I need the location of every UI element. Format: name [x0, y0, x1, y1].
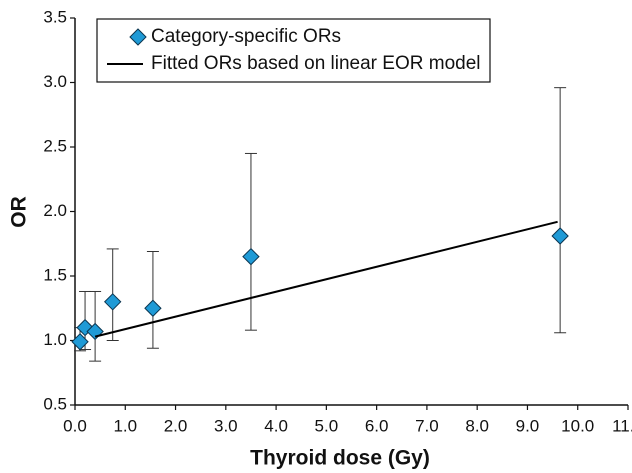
x-tick-label: 9.0 — [516, 416, 540, 435]
x-tick-label: 4.0 — [264, 416, 288, 435]
legend-label: Fitted ORs based on linear EOR model — [151, 53, 481, 74]
y-axis-label: OR — [8, 196, 31, 228]
x-tick-label: 11.0 — [612, 416, 632, 435]
x-tick-label: 2.0 — [164, 416, 188, 435]
x-tick-label: 8.0 — [465, 416, 489, 435]
y-tick-label: 0.5 — [43, 394, 67, 413]
data-point — [551, 227, 569, 245]
data-point — [144, 299, 162, 317]
legend-swatch — [129, 28, 147, 46]
legend-label: Category-specific ORs — [151, 26, 341, 47]
x-tick-label: 5.0 — [315, 416, 339, 435]
x-tick-label: 6.0 — [365, 416, 389, 435]
x-axis-label: Thyroid dose (Gy) — [250, 447, 430, 470]
data-point — [71, 333, 89, 351]
y-tick-label: 1.5 — [43, 265, 67, 284]
x-tick-label: 3.0 — [214, 416, 238, 435]
data-point — [103, 293, 122, 311]
x-tick-label: 10.0 — [561, 416, 594, 435]
y-tick-label: 1.0 — [43, 330, 67, 349]
legend-box — [96, 18, 491, 83]
data-point — [242, 247, 260, 266]
y-tick-label: 3.0 — [43, 72, 67, 91]
x-tick-label: 7.0 — [415, 416, 439, 435]
y-tick-label: 2.5 — [43, 136, 67, 155]
y-tick-label: 3.5 — [43, 7, 67, 26]
fitted-line — [94, 220, 558, 338]
y-tick-label: 2.0 — [43, 201, 67, 220]
x-tick-label: 0.0 — [63, 416, 87, 435]
x-tick-label: 1.0 — [113, 416, 137, 435]
